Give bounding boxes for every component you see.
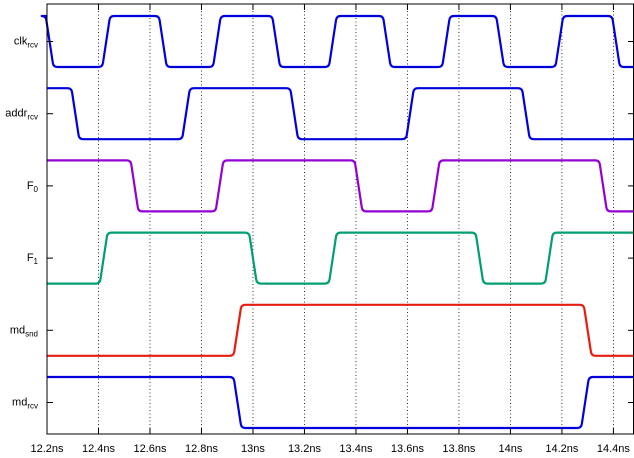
signal-label: mdsnd [10, 324, 38, 338]
waveform-F-0 [47, 159, 634, 213]
signal-label: clkrcv [14, 36, 38, 50]
signal-label: F1 [27, 252, 39, 266]
x-tick-label: 13.6ns [391, 443, 425, 455]
x-tick-label: 13.2ns [288, 443, 322, 455]
x-tick-label: 12.2ns [30, 443, 64, 455]
x-tick-label: 13.8ns [442, 443, 476, 455]
x-tick-label: 12.4ns [82, 443, 116, 455]
waveform-F-1 [47, 231, 634, 285]
plot-border [46, 3, 634, 435]
x-tick-label: 12.8ns [185, 443, 219, 455]
x-tick-label: 14.2ns [545, 443, 579, 455]
x-tick-label: 13.4ns [339, 443, 373, 455]
signal-labels: clkrcv addrrcv F0 F1 mdsnd mdrcv [5, 36, 38, 411]
signal-label: addrrcv [5, 108, 38, 122]
waveform-clk-rcv [40, 14, 634, 69]
waveform-addr-rcv [47, 87, 634, 141]
waveform-md-rcv [47, 375, 634, 430]
x-tick-label: 14.4ns [597, 443, 631, 455]
waveform-md-snd [47, 303, 634, 357]
signal-label: mdrcv [12, 397, 38, 411]
grid-lines [46, 4, 614, 434]
plot-frame [46, 3, 634, 435]
waveforms [40, 14, 634, 430]
signal-label: F0 [27, 180, 39, 194]
x-tick-label: 14ns [498, 443, 522, 455]
x-tick-label: 13ns [241, 443, 265, 455]
x-axis-ticks: 12.2ns 12.4ns 12.6ns 12.8ns 13ns 13.2ns 13.4ns… [30, 4, 634, 455]
x-tick-label: 12.6ns [133, 443, 167, 455]
